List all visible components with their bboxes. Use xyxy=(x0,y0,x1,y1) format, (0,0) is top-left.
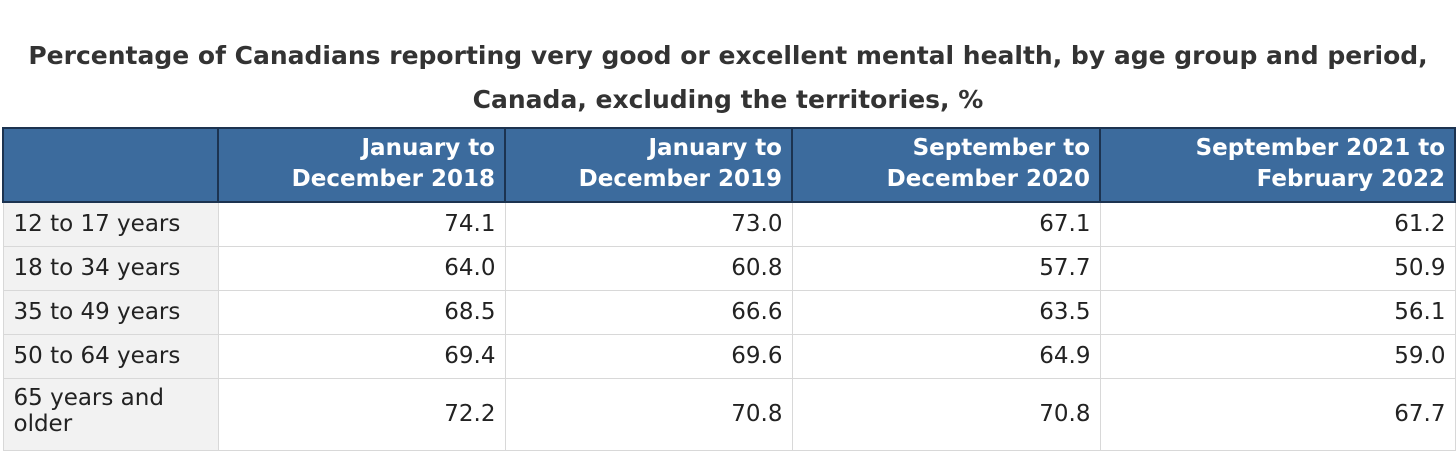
column-header-2018-line-2: December 2018 xyxy=(291,166,495,192)
column-header-2020-line-2: December 2020 xyxy=(886,166,1090,192)
data-cell: 63.5 xyxy=(791,289,1101,335)
row-label-18-to-34: 18 to 34 years xyxy=(2,245,219,291)
column-header-2021-2022-line-2: February 2022 xyxy=(1256,166,1445,192)
table-header: January to December 2018 January to Dece… xyxy=(2,127,1456,203)
table-body: 12 to 17 years 74.1 73.0 67.1 61.2 18 to… xyxy=(2,201,1456,451)
data-cell: 56.1 xyxy=(1099,289,1456,335)
data-cell: 70.8 xyxy=(504,377,793,451)
data-table: January to December 2018 January to Dece… xyxy=(2,127,1456,451)
data-cell: 67.7 xyxy=(1099,377,1456,451)
column-header-2019-line-2: December 2019 xyxy=(578,166,782,192)
data-cell: 73.0 xyxy=(504,201,793,247)
column-header-2019: January to December 2019 xyxy=(504,127,793,203)
data-cell: 57.7 xyxy=(791,245,1101,291)
table-row: 65 years and older 72.2 70.8 70.8 67.7 xyxy=(2,377,1456,451)
data-cell: 69.6 xyxy=(504,333,793,379)
table-title-line-2: Canada, excluding the territories, % xyxy=(472,85,984,114)
data-cell: 74.1 xyxy=(217,201,506,247)
column-header-2018-line-1: January to xyxy=(361,135,496,161)
column-header-2020: September to December 2020 xyxy=(791,127,1101,203)
data-cell: 59.0 xyxy=(1099,333,1456,379)
table-row: 12 to 17 years 74.1 73.0 67.1 61.2 xyxy=(2,201,1456,247)
row-label-35-to-49: 35 to 49 years xyxy=(2,289,219,335)
data-cell: 72.2 xyxy=(217,377,506,451)
data-cell: 60.8 xyxy=(504,245,793,291)
table-title-line-1: Percentage of Canadians reporting very g… xyxy=(28,41,1428,70)
header-corner-cell xyxy=(2,127,219,203)
data-cell: 64.9 xyxy=(791,333,1101,379)
column-header-2021-2022: September 2021 to February 2022 xyxy=(1099,127,1456,203)
column-header-2021-2022-line-1: September 2021 to xyxy=(1195,135,1445,161)
header-row: January to December 2018 January to Dece… xyxy=(2,127,1456,203)
data-cell: 64.0 xyxy=(217,245,506,291)
row-label-65-line-1: 65 years and xyxy=(13,384,164,411)
column-header-2018: January to December 2018 xyxy=(217,127,506,203)
data-cell: 50.9 xyxy=(1099,245,1456,291)
row-label-50-to-64: 50 to 64 years xyxy=(2,333,219,379)
table-row: 35 to 49 years 68.5 66.6 63.5 56.1 xyxy=(2,289,1456,335)
data-cell: 67.1 xyxy=(791,201,1101,247)
data-cell: 66.6 xyxy=(504,289,793,335)
data-cell: 70.8 xyxy=(791,377,1101,451)
row-label-65-line-2: older xyxy=(13,410,73,437)
row-label-65-and-older: 65 years and older xyxy=(2,377,219,451)
data-cell: 68.5 xyxy=(217,289,506,335)
data-cell: 69.4 xyxy=(217,333,506,379)
row-label-12-to-17: 12 to 17 years xyxy=(2,201,219,247)
column-header-2019-line-1: January to xyxy=(648,135,783,161)
table-title: Percentage of Canadians reporting very g… xyxy=(0,34,1456,122)
table-row: 50 to 64 years 69.4 69.6 64.9 59.0 xyxy=(2,333,1456,379)
table-row: 18 to 34 years 64.0 60.8 57.7 50.9 xyxy=(2,245,1456,291)
column-header-2020-line-1: September to xyxy=(912,135,1090,161)
data-cell: 61.2 xyxy=(1099,201,1456,247)
